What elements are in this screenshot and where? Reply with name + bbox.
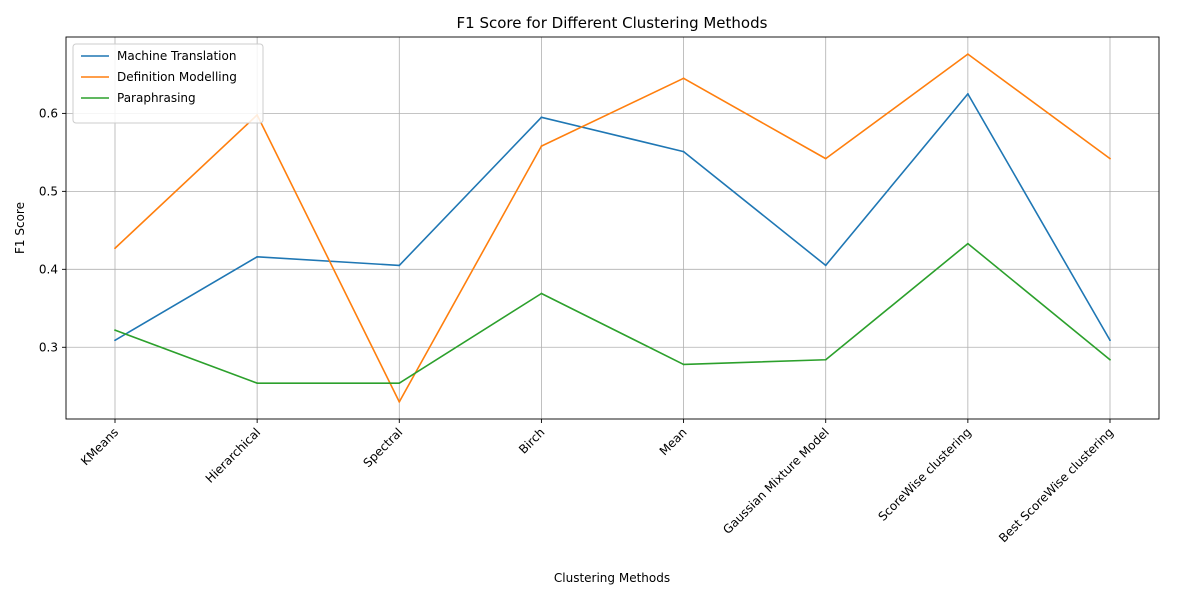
axes-layer (65, 36, 1160, 420)
series-line-0 (114, 93, 1111, 341)
series-2-point (682, 363, 685, 366)
legend-box (72, 43, 264, 124)
y-tick-label: 0.6 (39, 106, 58, 120)
series-2-point (824, 358, 827, 361)
series-1-point (114, 247, 116, 250)
y-tick-label: 0.5 (39, 184, 58, 198)
series-1-point (966, 53, 969, 56)
grid-layer (66, 37, 1159, 419)
series-0-point (114, 339, 116, 342)
series-2-point (540, 292, 543, 295)
series-2-point (114, 329, 116, 332)
series-0-point (540, 116, 543, 119)
series-2-point (1109, 358, 1111, 361)
series-0-point (1109, 339, 1111, 342)
series-2-point (256, 382, 259, 385)
series-0-point (398, 264, 401, 267)
legend-label-1: Definition Modelling (117, 70, 237, 84)
series-1-point (824, 157, 827, 160)
series-0-point (682, 150, 685, 153)
series-0-point (256, 255, 259, 258)
chart-title: F1 Score for Different Clustering Method… (457, 14, 768, 32)
series-line-1 (114, 53, 1111, 403)
series-0-point (966, 93, 969, 95)
legend-label-0: Machine Translation (117, 49, 236, 63)
series-1-point (540, 145, 543, 148)
series-2-point (398, 382, 401, 385)
series-1-point (1109, 157, 1111, 160)
y-tick-label: 0.4 (39, 262, 58, 276)
series-layer (114, 53, 1111, 403)
series-2-point (966, 242, 969, 245)
y-axis-label: F1 Score (13, 202, 27, 254)
plot-frame (65, 36, 1160, 420)
series-line-2 (114, 242, 1111, 384)
series-0-point (824, 264, 827, 267)
y-tick-label: 0.3 (39, 340, 58, 354)
series-1-point (398, 400, 401, 403)
legend: Machine Translation Definition Modelling P… (72, 43, 264, 124)
x-axis-label: Clustering Methods (554, 571, 670, 585)
series-1-point (682, 77, 685, 80)
legend-label-2: Paraphrasing (117, 91, 196, 105)
